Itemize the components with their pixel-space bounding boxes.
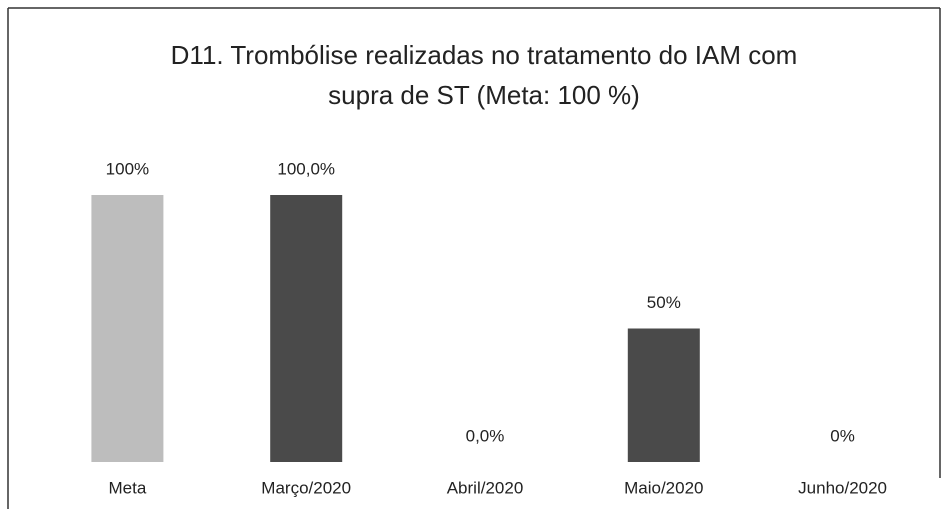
bar — [91, 195, 164, 462]
bar — [627, 328, 700, 462]
data-label: 100% — [106, 159, 149, 178]
x-tick-label: Meta — [109, 478, 147, 497]
data-label: 0% — [830, 426, 855, 445]
x-tick-label: Maio/2020 — [624, 478, 703, 497]
data-label: 0,0% — [466, 426, 505, 445]
bar — [270, 195, 343, 462]
x-tick-label: Abril/2020 — [447, 478, 524, 497]
chart-title: supra de ST (Meta: 100 %) — [328, 80, 640, 110]
data-label: 100,0% — [277, 159, 335, 178]
x-tick-label: Março/2020 — [261, 478, 351, 497]
data-label: 50% — [647, 293, 681, 312]
chart-title: D11. Trombólise realizadas no tratamento… — [171, 40, 798, 70]
x-tick-label: Junho/2020 — [798, 478, 887, 497]
